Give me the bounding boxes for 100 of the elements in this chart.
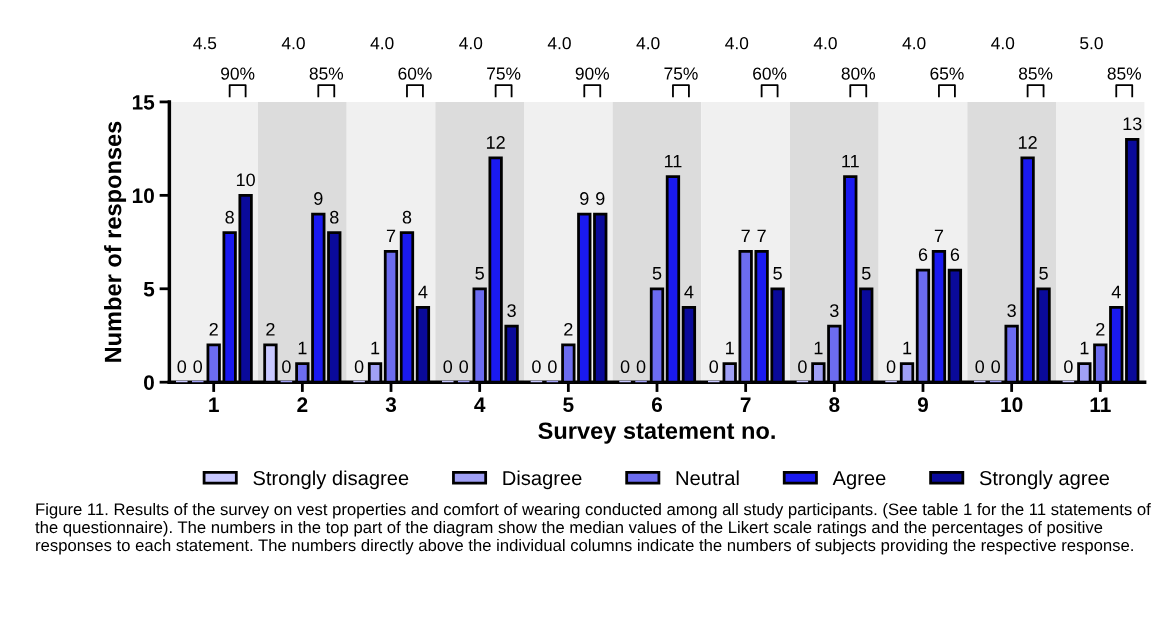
data-label: 1 bbox=[298, 341, 307, 355]
x-tick-label: 3 bbox=[385, 397, 397, 413]
text: 85% bbox=[309, 67, 344, 80]
text: 4.0 bbox=[370, 37, 394, 50]
data-label: 4 bbox=[418, 285, 428, 299]
data-label: 7 bbox=[386, 229, 396, 243]
data-label: 0 bbox=[1064, 360, 1073, 374]
text: 85% bbox=[1107, 67, 1141, 80]
x-tick-label: 8 bbox=[829, 397, 840, 413]
data-label: 0 bbox=[709, 360, 719, 374]
data-label: 3 bbox=[507, 304, 516, 318]
data-label: 0 bbox=[193, 360, 203, 374]
text: 80% bbox=[841, 67, 876, 80]
data-label: 1 bbox=[371, 341, 380, 355]
data-label: 0 bbox=[620, 360, 630, 374]
x-tick-label: 2 bbox=[297, 397, 308, 412]
y-tick-label: 15 bbox=[132, 95, 155, 110]
data-label: 8 bbox=[402, 210, 412, 224]
data-label: 0 bbox=[532, 360, 541, 374]
text: 75% bbox=[487, 67, 521, 80]
data-label: 4 bbox=[1111, 285, 1121, 299]
data-label: 5 bbox=[475, 267, 484, 280]
text: 5.0 bbox=[1080, 37, 1103, 50]
text: 85% bbox=[1018, 67, 1053, 80]
data-label: 2 bbox=[564, 322, 573, 336]
legend-label: Agree bbox=[832, 471, 886, 490]
data-label: 7 bbox=[934, 229, 944, 243]
data-label: 0 bbox=[177, 360, 187, 374]
data-label: 7 bbox=[741, 229, 750, 243]
data-label: 1 bbox=[726, 341, 734, 355]
x-tick-label: 7 bbox=[740, 397, 751, 412]
data-label: 3 bbox=[829, 304, 839, 318]
data-label: 0 bbox=[282, 360, 291, 374]
x-tick-label: 4 bbox=[474, 397, 486, 412]
caption: Figure 11. Results of the survey on vest properties and comfort of wearing conducted among all study participants. (See table 1 for the 11 statements of the questionnaire). The numbers in the top part of the diagram show the median values of the Likert scale ratings and the percentages of positive responses to each statement. The numbers directly above the individual columns indicate the numbers of subjects providing the respective response. bbox=[35, 502, 1151, 555]
data-label: 13 bbox=[1123, 117, 1142, 131]
data-label: 2 bbox=[266, 322, 275, 336]
text: 4.0 bbox=[459, 37, 483, 50]
text: 4.0 bbox=[281, 37, 305, 50]
data-label: 0 bbox=[975, 360, 985, 374]
data-label: 7 bbox=[757, 229, 766, 243]
text: 60% bbox=[398, 67, 432, 80]
data-label: 0 bbox=[459, 360, 469, 374]
y-tick-label: 5 bbox=[143, 281, 155, 297]
data-label: 2 bbox=[1096, 322, 1105, 336]
text: 4.0 bbox=[991, 37, 1015, 50]
x-axis-title: Survey statement no. bbox=[538, 422, 775, 444]
y-tick-label: 10 bbox=[132, 188, 154, 204]
data-label: 0 bbox=[354, 360, 364, 374]
data-label: 0 bbox=[548, 360, 557, 374]
text: 4.0 bbox=[636, 37, 660, 50]
text: 4.5 bbox=[193, 37, 217, 50]
data-label: 10 bbox=[236, 173, 255, 187]
text: 90% bbox=[575, 67, 610, 80]
data-label: 1 bbox=[903, 341, 912, 355]
text: 4.0 bbox=[813, 37, 837, 50]
text: 90% bbox=[221, 67, 255, 80]
legend-label: Strongly agree bbox=[979, 470, 1110, 490]
data-label: 8 bbox=[330, 210, 339, 224]
x-tick-label: 10 bbox=[1001, 397, 1023, 413]
data-label: 9 bbox=[596, 192, 605, 205]
x-tick-label: 5 bbox=[563, 397, 574, 413]
data-label: 0 bbox=[798, 360, 807, 374]
data-label: 1 bbox=[814, 341, 823, 355]
legend-label: Neutral bbox=[676, 470, 739, 486]
text: 60% bbox=[753, 67, 787, 80]
data-label: 11 bbox=[842, 154, 859, 168]
legend-label: Strongly disagree bbox=[253, 470, 409, 490]
x-tick-label: 1 bbox=[209, 397, 219, 412]
x-tick-label: 6 bbox=[651, 397, 663, 413]
data-label: 0 bbox=[443, 360, 453, 374]
text: 4.0 bbox=[547, 37, 571, 50]
data-label: 6 bbox=[950, 248, 960, 261]
data-label: 4 bbox=[684, 285, 694, 299]
text: 65% bbox=[930, 67, 964, 80]
data-label: 5 bbox=[773, 267, 782, 280]
text: 4.0 bbox=[725, 37, 749, 50]
data-label: 12 bbox=[1018, 136, 1037, 149]
data-label: 6 bbox=[918, 248, 928, 261]
data-label: 9 bbox=[580, 192, 589, 205]
data-label: 5 bbox=[1039, 267, 1048, 280]
x-tick-label: 11 bbox=[1090, 397, 1111, 412]
data-label: 12 bbox=[486, 136, 505, 149]
data-label: 5 bbox=[861, 267, 871, 280]
data-label: 0 bbox=[886, 360, 896, 374]
x-tick-label: 9 bbox=[917, 397, 929, 413]
data-label: 9 bbox=[314, 192, 323, 205]
y-tick-label: 0 bbox=[144, 375, 154, 390]
data-label: 3 bbox=[1007, 304, 1016, 318]
data-label: 11 bbox=[664, 154, 682, 168]
data-label: 8 bbox=[225, 210, 234, 224]
data-label: 5 bbox=[652, 267, 662, 280]
y-axis-title: Number of responses bbox=[104, 121, 127, 362]
text: 75% bbox=[664, 67, 698, 80]
data-label: 2 bbox=[209, 322, 218, 336]
legend-label: Disagree bbox=[503, 470, 582, 490]
data-label: 0 bbox=[991, 360, 1000, 374]
text: 4.0 bbox=[902, 37, 926, 50]
data-label: 0 bbox=[636, 360, 646, 374]
data-label: 1 bbox=[1080, 341, 1089, 355]
